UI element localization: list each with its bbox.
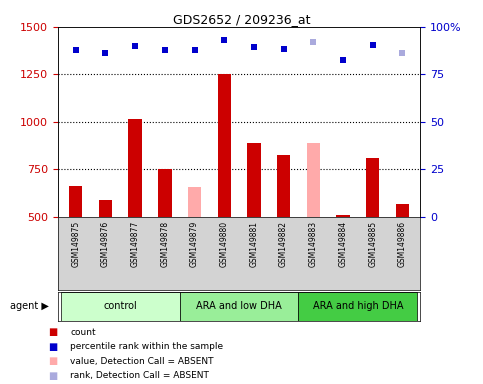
- Text: percentile rank within the sample: percentile rank within the sample: [70, 342, 223, 351]
- Bar: [247, 143, 261, 217]
- Bar: [336, 215, 350, 217]
- Text: GSM149880: GSM149880: [220, 220, 229, 267]
- Text: control: control: [103, 301, 137, 311]
- Text: ■: ■: [48, 371, 57, 381]
- Bar: [69, 185, 83, 217]
- Text: value, Detection Call = ABSENT: value, Detection Call = ABSENT: [70, 357, 213, 366]
- Bar: [217, 74, 231, 217]
- Bar: [61, 292, 180, 321]
- Bar: [128, 119, 142, 217]
- Bar: [180, 292, 298, 321]
- Text: GSM149875: GSM149875: [71, 220, 80, 267]
- Bar: [158, 169, 171, 217]
- Bar: [188, 187, 201, 217]
- Text: GSM149885: GSM149885: [368, 220, 377, 267]
- Text: GSM149882: GSM149882: [279, 220, 288, 266]
- Text: ■: ■: [48, 356, 57, 366]
- Text: GSM149883: GSM149883: [309, 220, 318, 267]
- Text: ARA and high DHA: ARA and high DHA: [313, 301, 403, 311]
- Text: GSM149876: GSM149876: [101, 220, 110, 267]
- Bar: [99, 200, 112, 217]
- Text: rank, Detection Call = ABSENT: rank, Detection Call = ABSENT: [70, 371, 209, 381]
- Text: GDS2652 / 209236_at: GDS2652 / 209236_at: [173, 13, 310, 26]
- Text: GSM149884: GSM149884: [339, 220, 347, 267]
- Text: ARA and low DHA: ARA and low DHA: [196, 301, 282, 311]
- Text: ■: ■: [48, 327, 57, 337]
- Bar: [366, 158, 379, 217]
- Bar: [298, 292, 417, 321]
- Bar: [396, 204, 409, 217]
- Text: count: count: [70, 328, 96, 337]
- Bar: [277, 155, 290, 217]
- Text: GSM149878: GSM149878: [160, 220, 170, 267]
- Text: agent ▶: agent ▶: [10, 301, 48, 311]
- Bar: [307, 143, 320, 217]
- Text: GSM149881: GSM149881: [249, 220, 258, 266]
- Text: GSM149879: GSM149879: [190, 220, 199, 267]
- Text: GSM149886: GSM149886: [398, 220, 407, 267]
- Text: ■: ■: [48, 342, 57, 352]
- Text: GSM149877: GSM149877: [131, 220, 140, 267]
